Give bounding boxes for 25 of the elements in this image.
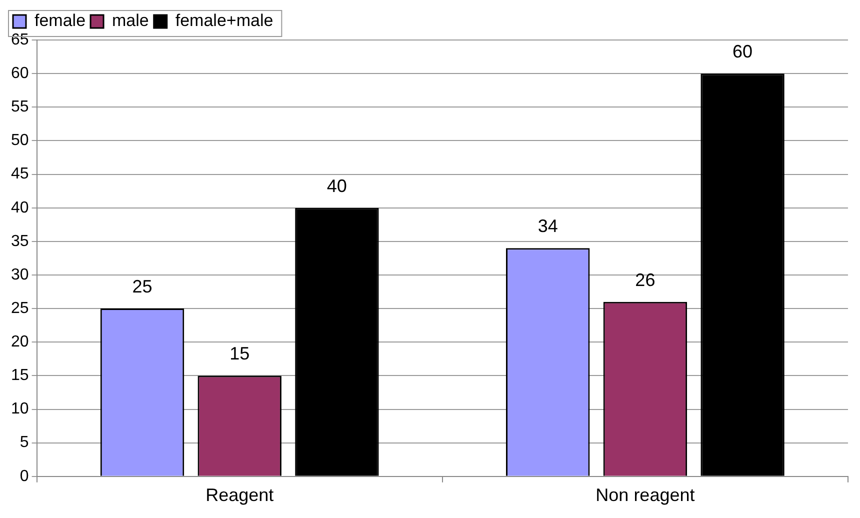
y-tick-label: 60	[11, 64, 29, 82]
y-tick-label: 45	[11, 166, 29, 183]
legend-label: male	[112, 11, 149, 30]
y-tick-label: 0	[20, 468, 29, 485]
data-label: 25	[132, 276, 152, 297]
y-tick-label: 25	[11, 300, 29, 317]
data-label: 40	[326, 176, 347, 196]
data-label: 34	[538, 216, 558, 236]
y-tick-label: 50	[11, 132, 29, 150]
y-tick-label: 10	[11, 400, 29, 418]
y-tick-label: 30	[11, 266, 29, 284]
x-tick-label: Non reagent	[596, 485, 695, 506]
data-label: 60	[732, 42, 753, 62]
data-label: 26	[635, 270, 656, 290]
data-label: 15	[230, 344, 250, 364]
y-tick-label: 15	[11, 367, 29, 384]
y-tick-label: 40	[11, 199, 29, 216]
legend-label: female	[34, 11, 86, 30]
y-tick-label: 65	[11, 31, 29, 48]
y-tick-label: 5	[20, 434, 29, 452]
y-tick-label: 35	[11, 232, 29, 250]
y-tick-label: 55	[11, 98, 29, 116]
x-tick-label: Reagent	[206, 485, 274, 506]
legend-label: female+male	[175, 11, 274, 30]
y-tick-label: 20	[11, 334, 29, 351]
